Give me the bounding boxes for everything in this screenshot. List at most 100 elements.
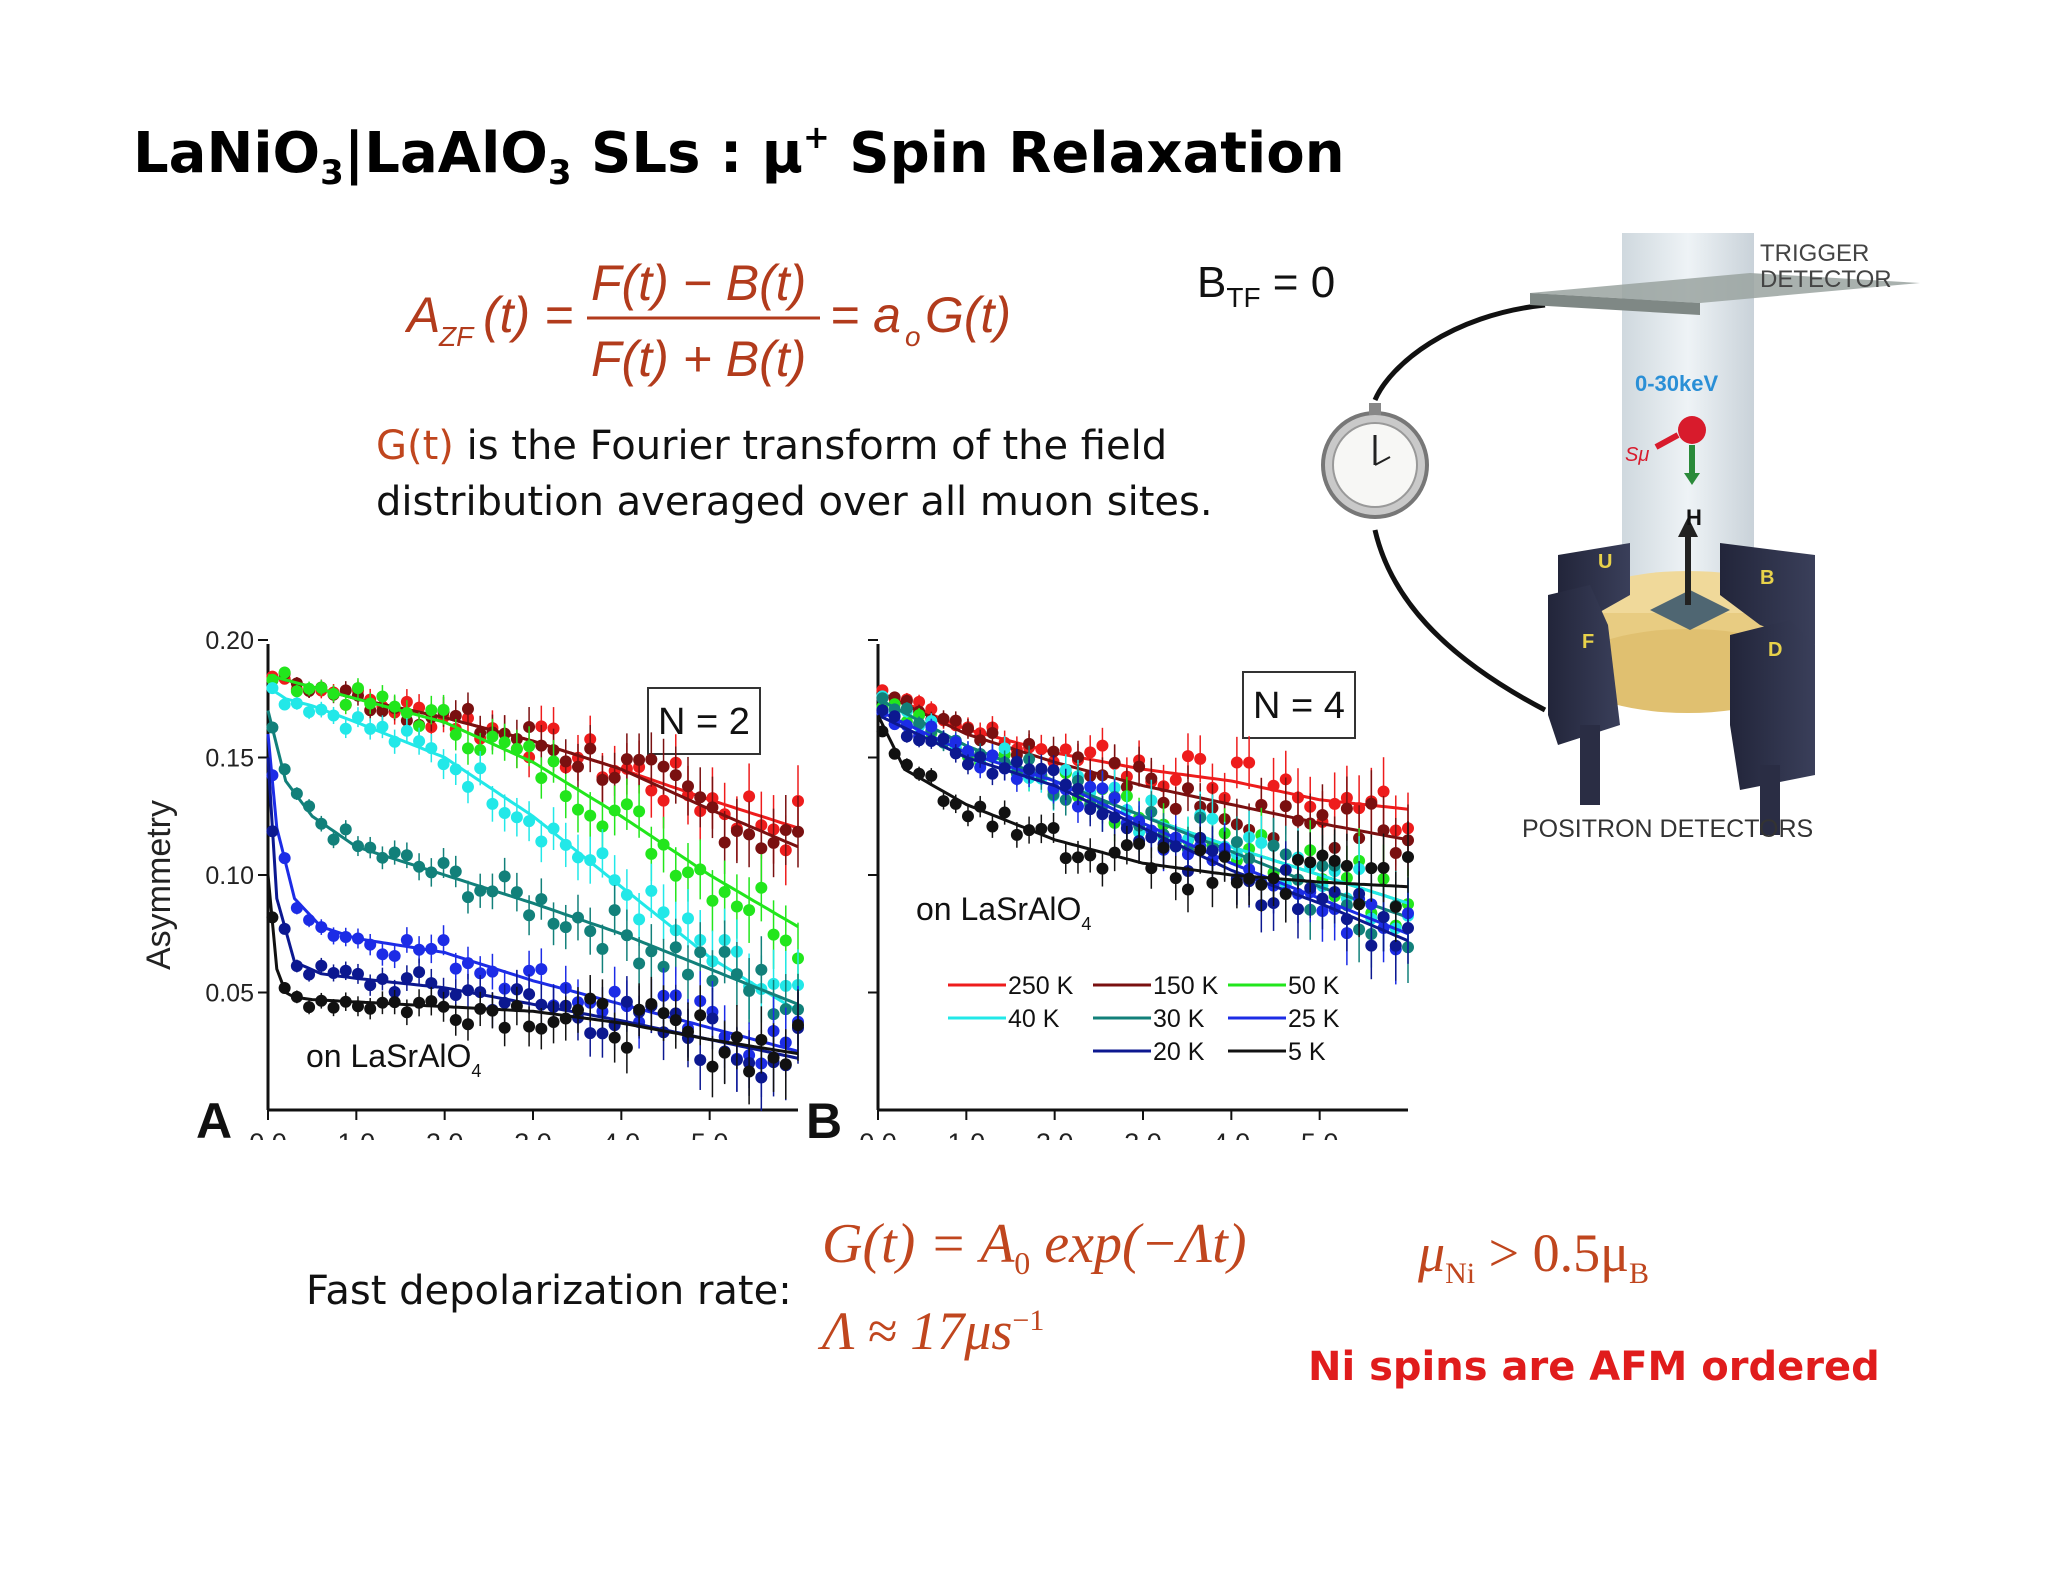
data-point — [657, 1007, 670, 1020]
data-point — [974, 751, 987, 764]
data-point — [535, 998, 548, 1011]
data-point — [1108, 846, 1121, 859]
data-point — [535, 1022, 548, 1035]
data-point — [1389, 900, 1402, 913]
panel-label: B — [806, 1093, 842, 1140]
data-point — [290, 697, 303, 710]
data-point — [706, 1060, 719, 1073]
data-point — [961, 722, 974, 735]
data-point — [584, 742, 597, 755]
data-point — [498, 736, 511, 749]
data-point — [437, 1000, 450, 1013]
sample — [1650, 590, 1730, 630]
legend-label: 250 K — [1008, 972, 1074, 1000]
data-point — [461, 1018, 474, 1031]
data-point — [1340, 913, 1353, 926]
data-point — [755, 881, 768, 894]
letter-d: D — [1768, 639, 1782, 661]
data-point — [1010, 755, 1023, 768]
data-point — [437, 758, 450, 771]
data-point — [315, 959, 328, 972]
data-point — [657, 760, 670, 773]
desc-highlight: G(t) — [376, 423, 454, 469]
x-tick-label: 4.0 — [603, 1128, 641, 1140]
box-label-frame — [1242, 671, 1356, 739]
data-point — [900, 758, 913, 771]
data-point — [730, 968, 743, 981]
data-point — [1377, 824, 1390, 837]
data-point — [339, 931, 352, 944]
data-point — [584, 809, 597, 822]
letter-u: U — [1598, 551, 1612, 573]
data-point — [1120, 839, 1133, 852]
data-point — [913, 734, 926, 747]
data-point — [730, 824, 743, 837]
data-point — [1059, 778, 1072, 791]
data-point — [486, 1004, 499, 1017]
data-point — [767, 1051, 780, 1064]
data-point — [461, 742, 474, 755]
data-point — [413, 860, 426, 873]
data-point — [596, 820, 609, 833]
data-point — [755, 1033, 768, 1046]
data-point — [1267, 872, 1280, 885]
data-point — [1328, 854, 1341, 867]
data-point — [1181, 750, 1194, 763]
box-label: N = 2 — [658, 701, 750, 743]
data-point — [718, 836, 731, 849]
trigger-wire — [1372, 302, 1546, 402]
data-point — [376, 690, 389, 703]
data-point — [449, 962, 462, 975]
trigger-label-1: TRIGGER — [1760, 240, 1869, 267]
data-point — [1206, 876, 1219, 889]
data-point — [779, 824, 792, 837]
data-point — [400, 724, 413, 737]
spin-label: Sμ — [1625, 444, 1649, 466]
data-point — [949, 735, 962, 748]
data-point — [388, 996, 401, 1009]
x-tick-label: 5.0 — [691, 1128, 729, 1140]
data-point — [694, 863, 707, 876]
data-point — [523, 964, 536, 977]
data-point — [523, 988, 536, 1001]
data-point — [1169, 872, 1182, 885]
data-point — [645, 784, 658, 797]
data-point — [388, 949, 401, 962]
data-point — [596, 773, 609, 786]
data-point — [1096, 739, 1109, 752]
data-point — [1316, 849, 1329, 862]
data-point — [339, 995, 352, 1008]
data-point — [339, 722, 352, 735]
data-point — [706, 894, 719, 907]
data-point — [900, 730, 913, 743]
data-point — [523, 815, 536, 828]
data-point — [535, 963, 548, 976]
asymmetry-charts: 0.0 1.0 2.0 3.0 4.0 5.0 0.20 0.15 0.10 0.05 Asymme… — [140, 627, 1414, 1140]
data-point — [1402, 922, 1414, 935]
data-point — [949, 797, 962, 810]
data-point — [351, 711, 364, 724]
data-point — [376, 705, 389, 718]
data-point — [1365, 898, 1378, 911]
data-point — [510, 886, 523, 899]
data-point — [645, 884, 658, 897]
data-point — [657, 906, 670, 919]
muon-apparatus-diagram: TRIGGER DETECTOR 0-30keV Sμ H U B F D PO… — [1321, 233, 1920, 843]
data-point — [1084, 849, 1097, 862]
data-point — [974, 734, 987, 747]
data-point — [303, 800, 316, 813]
data-point — [1108, 792, 1121, 805]
data-point — [1365, 939, 1378, 952]
data-point — [608, 985, 621, 998]
data-point — [559, 1012, 572, 1025]
data-point — [559, 755, 572, 768]
data-point — [1157, 796, 1170, 809]
data-point — [645, 847, 658, 860]
data-point — [743, 828, 756, 841]
y-tick-label: 0.10 — [205, 862, 254, 890]
data-point — [303, 968, 316, 981]
data-point — [1023, 737, 1036, 750]
data-point — [1243, 756, 1256, 769]
btf-label: BTF = 0 — [1197, 258, 1336, 313]
data-point — [1108, 756, 1121, 769]
